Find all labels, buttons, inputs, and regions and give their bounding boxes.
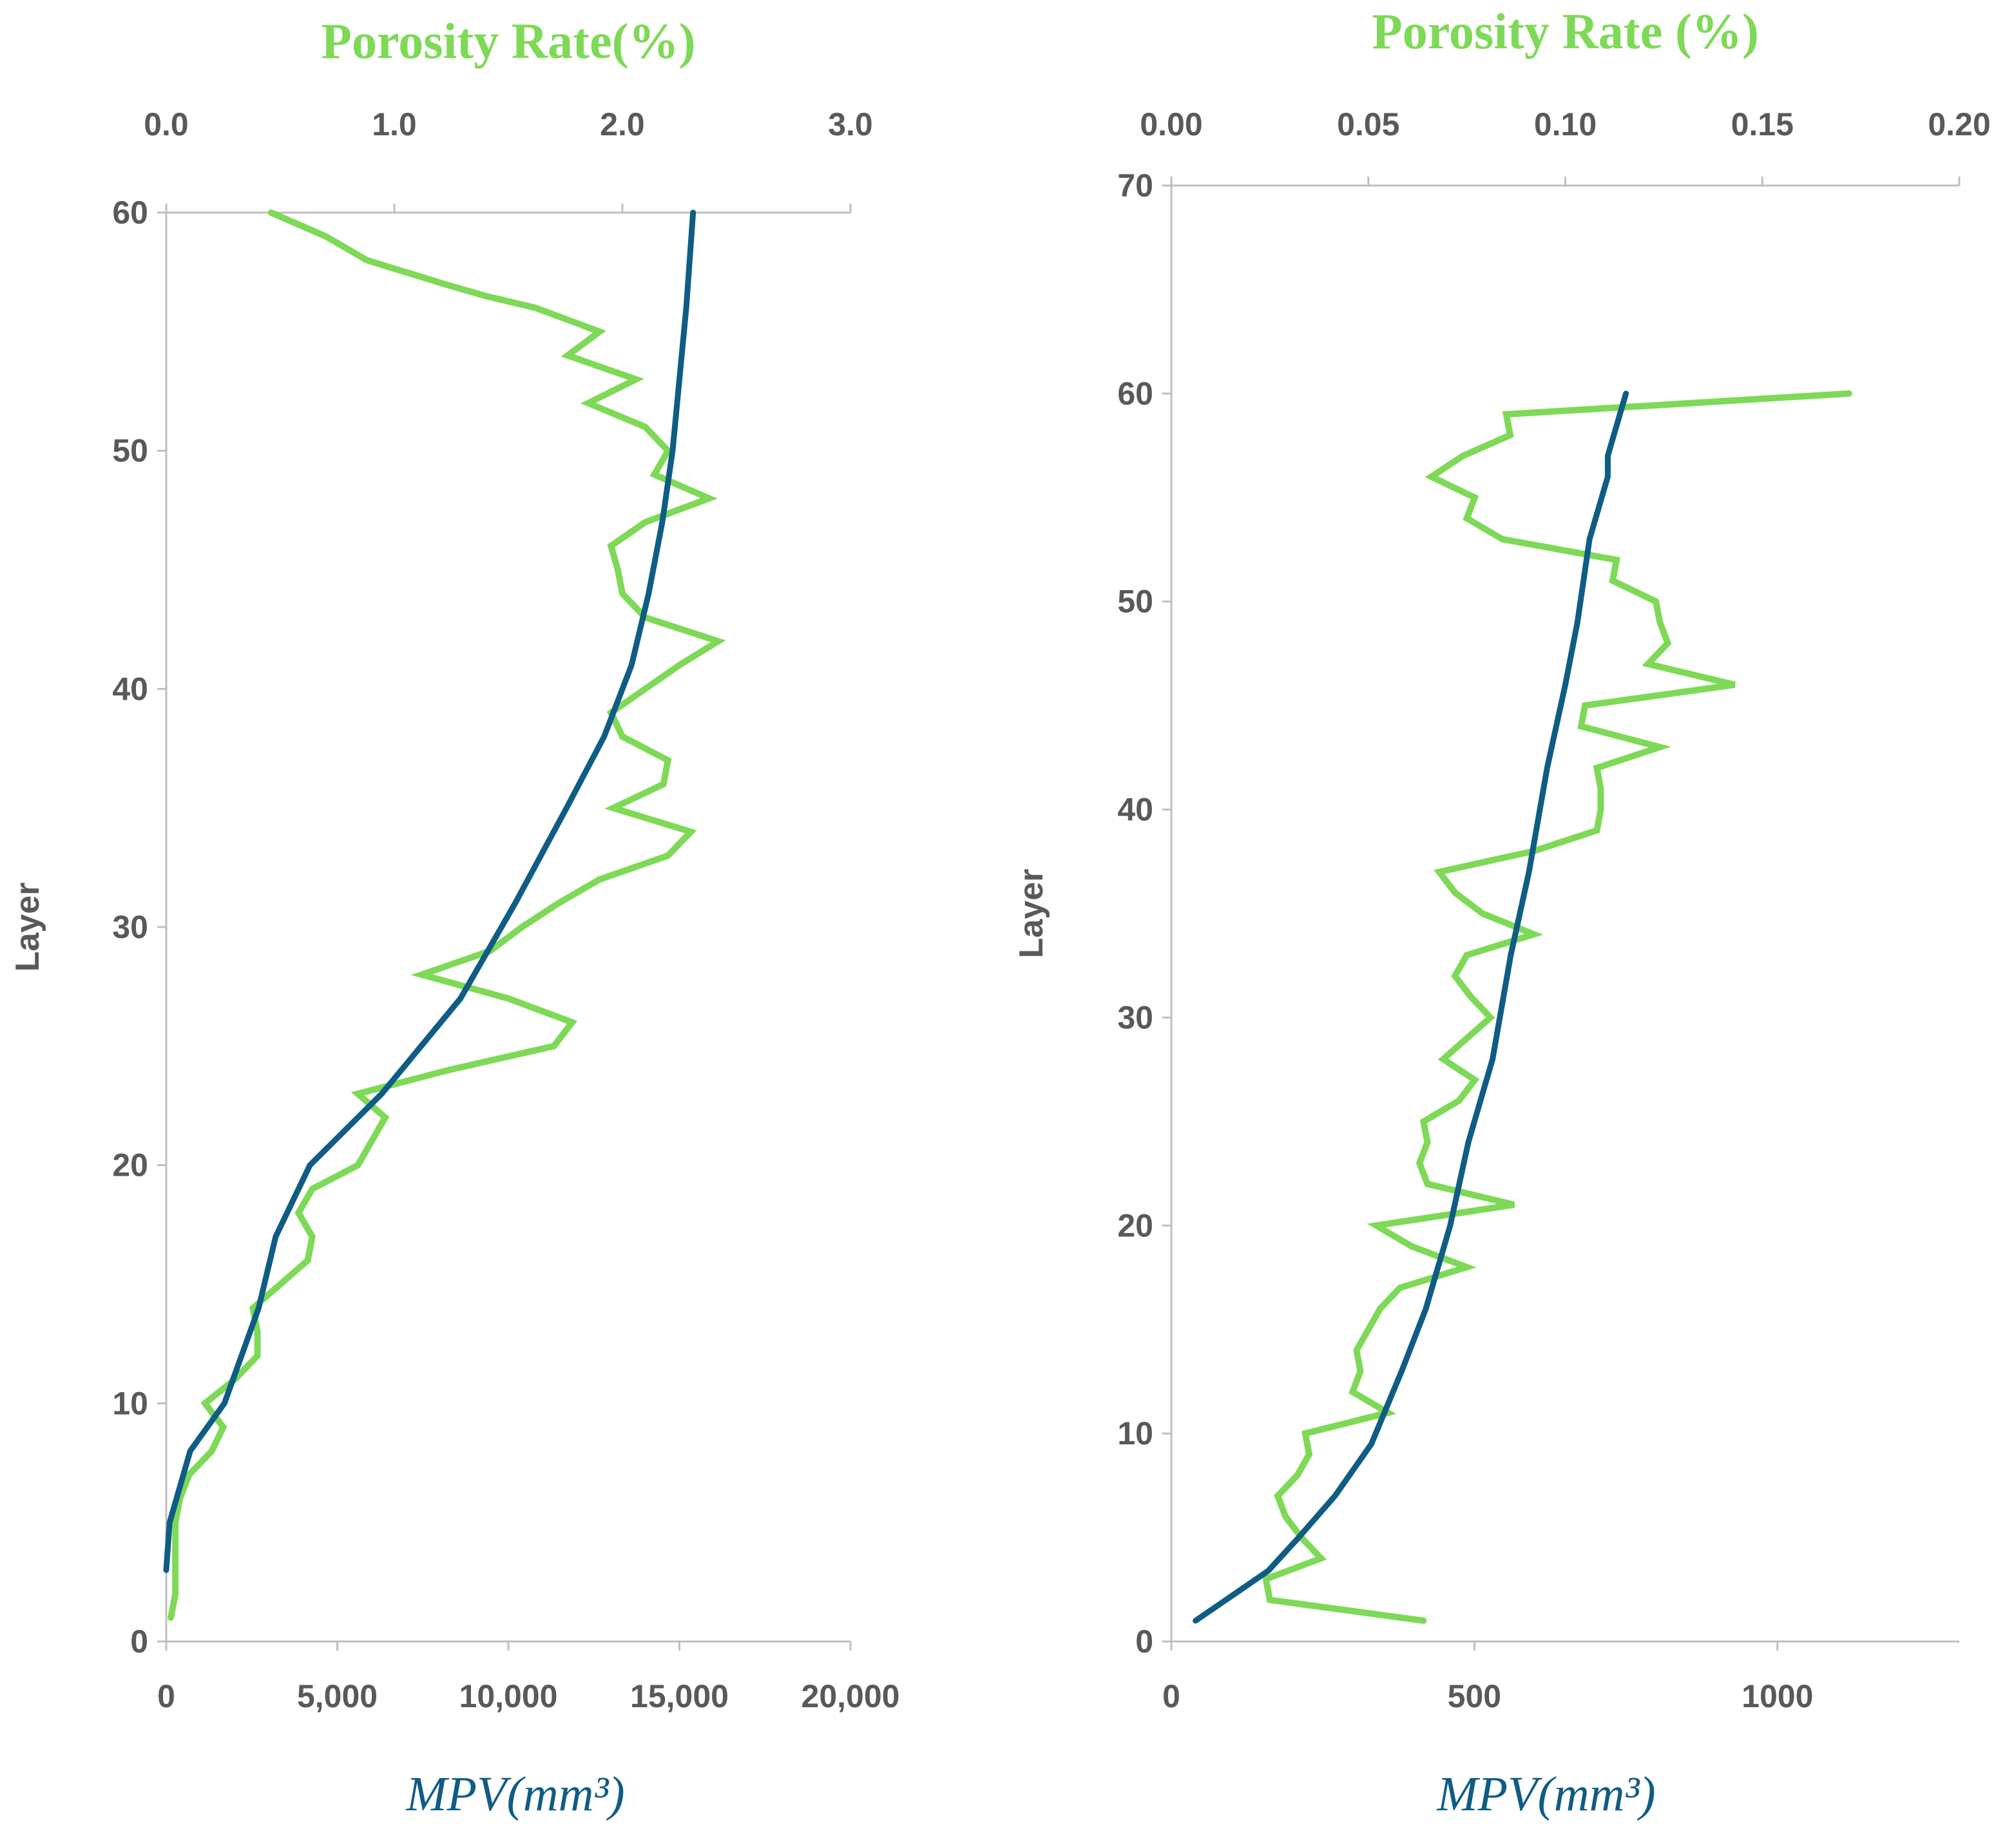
top-tick-label: 1.0	[372, 106, 417, 142]
bottom-tick-label: 15,000	[630, 1678, 729, 1714]
y-tick-label: 50	[112, 433, 148, 469]
top-axis-title: Porosity Rate (%)	[1372, 3, 1759, 59]
bottom-tick-label: 1000	[1742, 1678, 1813, 1714]
y-tick-label: 40	[1117, 792, 1153, 828]
bottom-tick-label: 10,000	[459, 1678, 558, 1714]
chart-left: 0 10 20 30 40 50 60 0.0 1.0 2.0 3.0 0 5,000 10,000 15,…	[9, 13, 899, 1821]
y-tick-label: 0	[1135, 1623, 1153, 1660]
y-tick-label: 70	[1117, 167, 1153, 204]
y-tick-label: 60	[112, 195, 148, 231]
top-tick-label: 0.05	[1337, 106, 1399, 142]
mpv-series-line	[163, 209, 696, 1573]
porosity-series-line	[168, 209, 726, 1621]
porosity-series-line	[1262, 390, 1852, 1624]
y-axis-title: Layer	[1013, 869, 1050, 959]
top-tick-label: 3.0	[828, 106, 873, 142]
bottom-axis-title: MPV(mm³)	[405, 1767, 624, 1821]
top-tick-label: 2.0	[600, 106, 645, 142]
y-tick-label: 40	[112, 671, 148, 707]
y-tick-label: 30	[112, 909, 148, 945]
y-tick-label: 10	[112, 1385, 148, 1421]
chart-right: 0 10 20 30 40 50 60 70 0.00 0.05 0.10 0.15 0.20 0 500 1…	[1013, 3, 1991, 1821]
top-axis-title: Porosity Rate(%)	[321, 13, 695, 69]
bottom-tick-label: 20,000	[802, 1678, 900, 1714]
top-tick-label: 0.20	[1928, 106, 1990, 142]
mpv-series-line	[1193, 390, 1629, 1624]
y-tick-label: 60	[1117, 376, 1153, 412]
y-tick-label: 50	[1117, 584, 1153, 620]
y-tick-label: 0	[130, 1623, 148, 1660]
bottom-axis-title: MPV(mm³)	[1436, 1767, 1655, 1821]
bottom-tick-label: 0	[157, 1678, 175, 1714]
top-tick-label: 0.10	[1534, 106, 1597, 142]
bottom-tick-label: 5,000	[297, 1678, 378, 1714]
top-tick-label: 0.15	[1731, 106, 1794, 142]
y-tick-label: 20	[112, 1147, 148, 1183]
y-tick-label: 20	[1117, 1207, 1153, 1243]
top-tick-label: 0.0	[144, 106, 189, 142]
top-tick-label: 0.00	[1140, 106, 1202, 142]
bottom-tick-label: 500	[1448, 1678, 1501, 1714]
y-axis-title: Layer	[9, 883, 46, 972]
y-tick-label: 10	[1117, 1415, 1153, 1451]
y-tick-label: 30	[1117, 999, 1153, 1035]
bottom-tick-label: 0	[1162, 1678, 1180, 1714]
